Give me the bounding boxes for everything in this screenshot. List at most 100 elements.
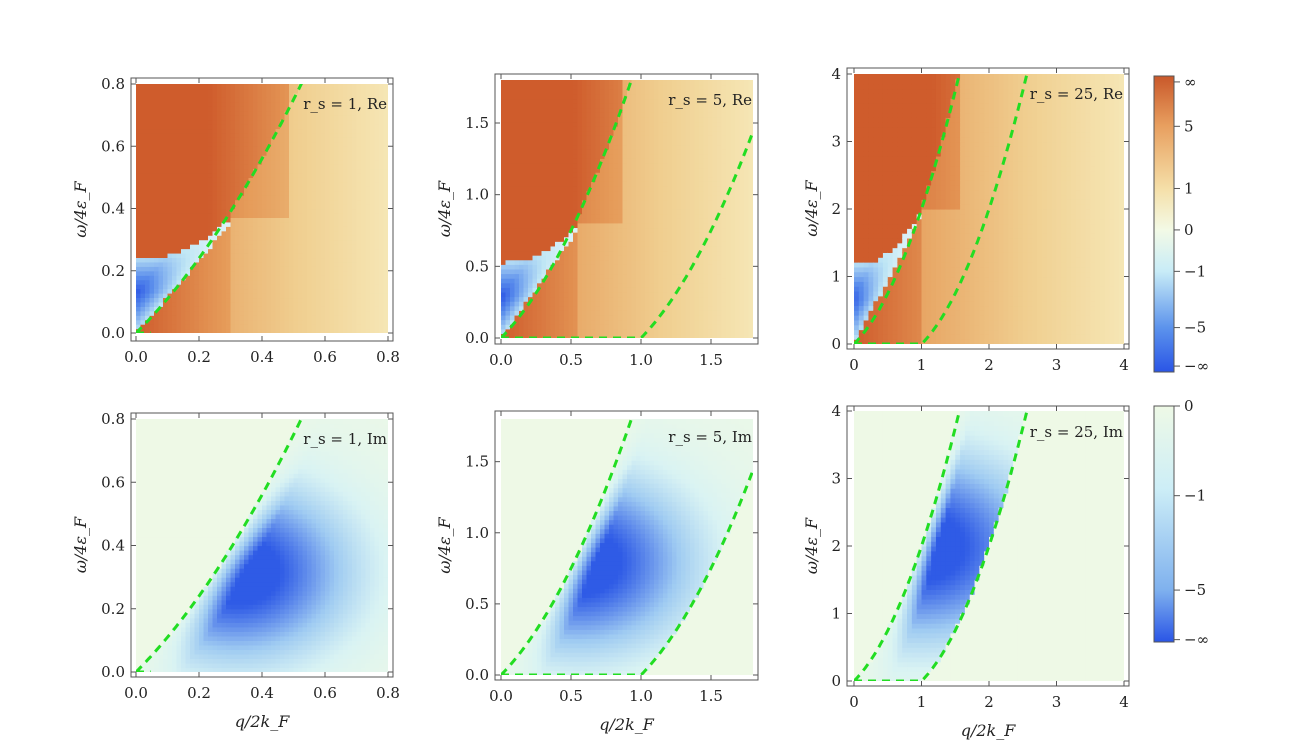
heatmap-cell — [149, 266, 155, 272]
heatmap-cell — [325, 159, 331, 165]
heatmap-cell — [338, 208, 344, 214]
heatmap-cell — [356, 204, 362, 210]
heatmap-cell — [203, 101, 209, 107]
heatmap-cell — [271, 212, 277, 218]
heatmap-cell — [640, 190, 646, 196]
heatmap-cell — [203, 168, 209, 174]
heatmap-cell — [532, 259, 538, 265]
heatmap-cell — [365, 319, 371, 325]
heatmap-cell — [613, 319, 619, 325]
heatmap-cell — [271, 297, 277, 303]
heatmap-cell — [262, 230, 268, 236]
heatmap-cell — [262, 257, 268, 263]
heatmap-cell — [523, 153, 529, 159]
heatmap-cell — [176, 190, 182, 196]
heatmap-cell — [631, 167, 637, 173]
heatmap-cell — [374, 270, 380, 276]
heatmap-cell — [577, 250, 583, 256]
heatmap-cell — [158, 141, 164, 147]
heatmap-cell — [577, 116, 583, 123]
heatmap-cell — [203, 328, 209, 333]
heatmap-cell — [190, 212, 196, 218]
heatmap-cell — [361, 124, 367, 130]
heatmap-cell — [302, 261, 308, 267]
heatmap-cell — [217, 177, 223, 183]
heatmap-cell — [212, 284, 218, 290]
heatmap-cell — [325, 110, 331, 116]
heatmap-cell — [505, 305, 511, 311]
heatmap-cell — [140, 101, 146, 107]
heatmap-cell — [176, 306, 182, 312]
heatmap-cell — [266, 204, 272, 210]
heatmap-cell — [298, 204, 304, 210]
heatmap-cell — [519, 227, 525, 233]
heatmap-cell — [334, 159, 340, 165]
heatmap-cell — [555, 319, 561, 325]
heatmap-cell — [374, 239, 380, 245]
heatmap-cell — [591, 139, 597, 146]
heatmap-cell — [140, 88, 146, 94]
heatmap-cell — [244, 266, 250, 272]
heatmap-cell — [221, 226, 227, 232]
heatmap-cell — [271, 261, 277, 267]
heatmap-cell — [217, 110, 223, 116]
heatmap-cell — [550, 319, 556, 325]
heatmap-cell — [622, 89, 628, 95]
heatmap-cell — [212, 128, 218, 134]
heatmap-cell — [154, 230, 160, 236]
heatmap-cell — [329, 288, 335, 294]
heatmap-cell — [203, 110, 209, 116]
heatmap-cell — [591, 149, 597, 155]
heatmap-cell — [532, 181, 538, 187]
heatmap-cell — [289, 261, 295, 267]
heatmap-cell — [622, 241, 628, 247]
heatmap-cell — [226, 279, 232, 285]
heatmap-cell — [519, 278, 525, 284]
heatmap-cell — [577, 259, 583, 265]
heatmap-cell — [361, 239, 367, 245]
heatmap-cell — [640, 305, 646, 311]
heatmap-cell — [325, 301, 331, 307]
heatmap-cell — [595, 139, 601, 146]
heatmap-cell — [338, 297, 344, 303]
heatmap-cell — [194, 221, 200, 227]
heatmap-cell — [361, 97, 367, 103]
heatmap-cell — [311, 137, 317, 143]
heatmap-cell — [163, 168, 169, 174]
heatmap-cell — [550, 291, 556, 298]
heatmap-cell — [311, 310, 317, 316]
heatmap-cell — [361, 172, 367, 178]
heatmap-cell — [212, 306, 218, 312]
heatmap-cell — [631, 333, 637, 338]
heatmap-cell — [320, 208, 326, 214]
heatmap-cell — [613, 314, 619, 321]
heatmap-cell — [631, 130, 637, 136]
heatmap-cell — [271, 306, 277, 312]
heatmap-cell — [510, 84, 516, 90]
heatmap-cell — [163, 115, 169, 121]
heatmap-cell — [221, 124, 227, 130]
heatmap-cell — [275, 164, 281, 170]
heatmap-cell — [568, 314, 574, 321]
heatmap-cell — [253, 221, 259, 227]
heatmap-cell — [537, 264, 543, 270]
heatmap-cell — [253, 84, 259, 90]
heatmap-cell — [613, 259, 619, 265]
heatmap-cell — [275, 92, 281, 98]
heatmap-cell — [145, 279, 151, 285]
heatmap-cell — [293, 315, 299, 321]
heatmap-cell — [149, 275, 155, 281]
heatmap-cell — [541, 305, 547, 311]
heatmap-cell — [613, 264, 619, 270]
heatmap-cell — [194, 257, 200, 263]
heatmap-cell — [185, 248, 191, 254]
heatmap-cell — [559, 149, 565, 155]
heatmap-cell — [582, 172, 588, 178]
heatmap-cell — [600, 273, 606, 279]
heatmap-cell — [235, 230, 241, 236]
heatmap-cell — [230, 297, 236, 303]
heatmap-cell — [343, 124, 349, 130]
heatmap-cell — [248, 297, 254, 303]
heatmap-cell — [365, 230, 371, 236]
